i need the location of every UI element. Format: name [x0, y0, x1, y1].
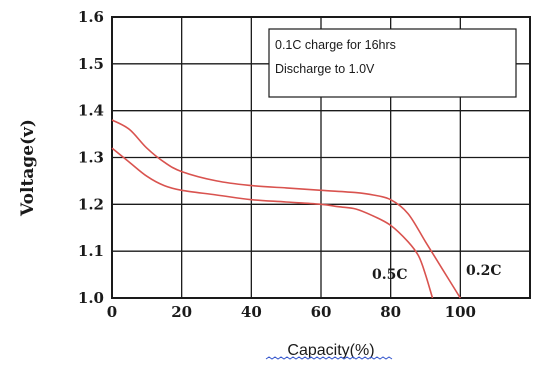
series-lines [111, 119, 461, 299]
annotation-line-1: 0.1C charge for 16hrs [275, 38, 396, 52]
annotation-frame [268, 28, 517, 98]
y-tick-label: 1.5 [78, 55, 104, 73]
x-axis-title: Capacity(%) [287, 342, 374, 359]
y-tick-label: 1.6 [78, 8, 104, 26]
y-tick-labels: 1.0 1.1 1.2 1.3 1.4 1.5 1.6 [78, 8, 104, 307]
x-tick-label: 100 [445, 303, 476, 321]
x-tick-label: 0 [107, 303, 117, 321]
y-axis-title: Voltage(v) [18, 119, 38, 217]
annotation-box: 0.1C charge for 16hrs Discharge to 1.0V [268, 28, 517, 98]
y-tick-label: 1.0 [78, 289, 104, 307]
x-tick-label: 80 [380, 303, 401, 321]
annotation-line-2: Discharge to 1.0V [275, 62, 375, 76]
series-label-0.5c: 0.5C [372, 267, 408, 283]
x-tick-label: 40 [241, 303, 262, 321]
y-tick-label: 1.3 [78, 149, 104, 167]
y-tick-label: 1.4 [78, 102, 104, 120]
series-line-0.5c [111, 147, 434, 299]
plot-frame [111, 16, 531, 299]
x-tick-label: 20 [171, 303, 192, 321]
y-tick-label: 1.2 [78, 195, 104, 213]
series-line-0.2c [111, 119, 461, 299]
x-tick-labels: 0 20 40 60 80 100 [107, 303, 476, 321]
y-tick-label: 1.1 [78, 242, 104, 260]
series-label-0.2c: 0.2C [466, 263, 502, 279]
x-axis-title-underline [265, 356, 393, 360]
x-tick-label: 60 [311, 303, 332, 321]
